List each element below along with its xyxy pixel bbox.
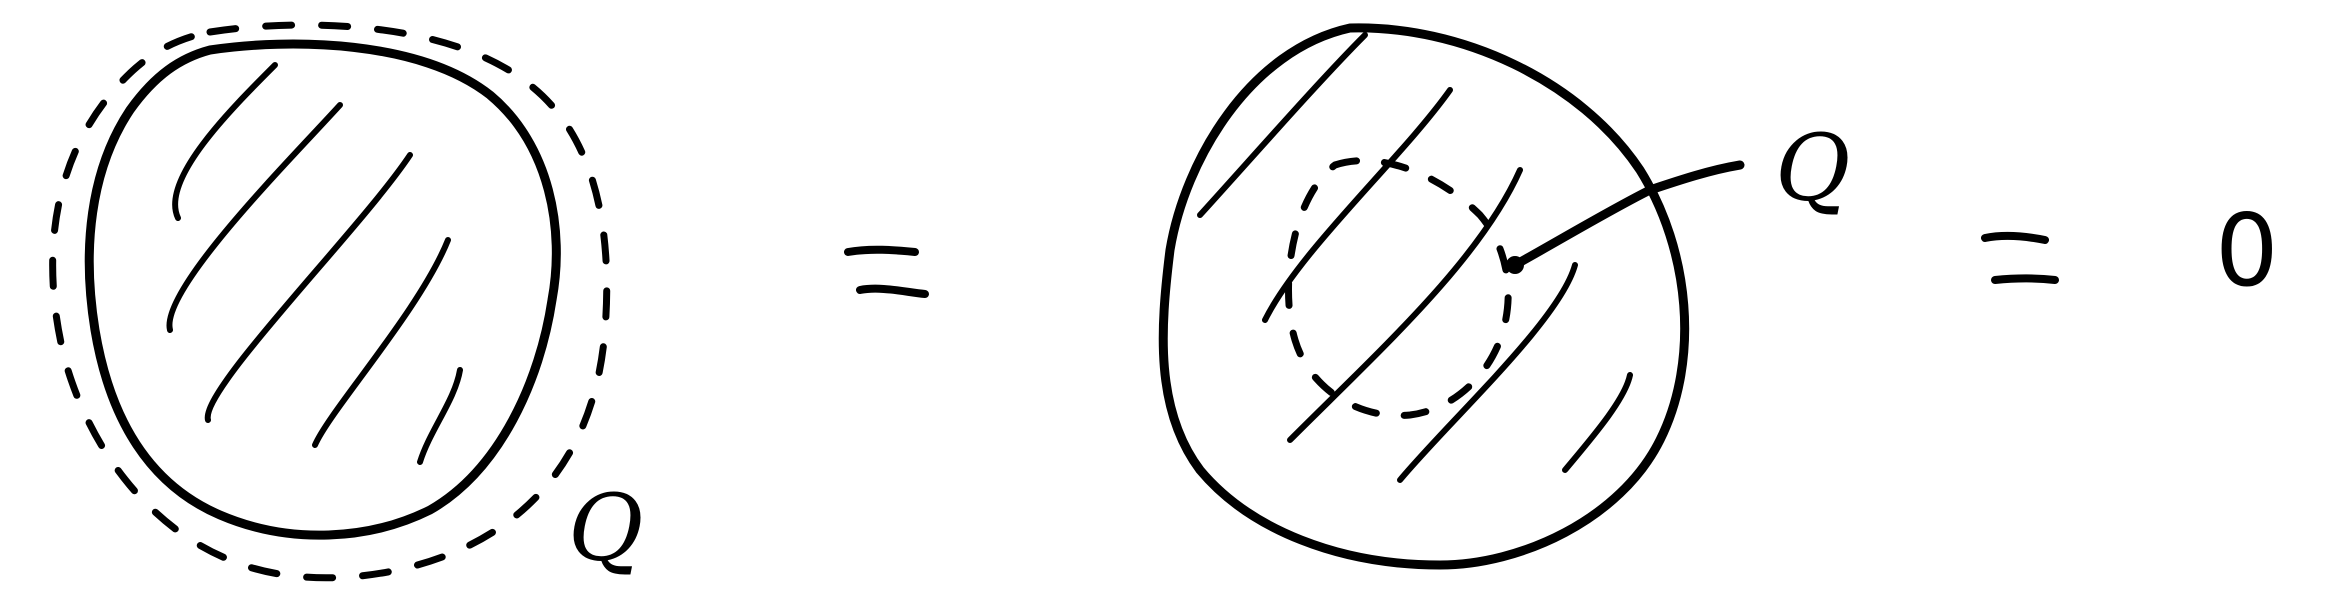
left-hatch-line — [172, 62, 278, 221]
equals-bar-bottom — [1991, 274, 2059, 284]
equals-bar-bottom — [856, 284, 929, 298]
left-hatch-line — [166, 102, 343, 333]
charge-point — [1506, 256, 1524, 274]
left-hatch-line — [312, 237, 451, 448]
equals-bar-top — [844, 245, 919, 256]
left-disk-hatching — [166, 62, 463, 465]
left-term: Q — [49, 21, 643, 582]
left-disk-outline — [84, 39, 561, 540]
charge-wire — [1510, 160, 1745, 270]
equals-sign-2 — [1981, 231, 2059, 284]
equals-bar-top — [1981, 231, 2049, 244]
middle-hatch-line — [1287, 167, 1523, 443]
middle-inner-dashed-loop — [1285, 157, 1512, 420]
middle-hatch-line — [1197, 32, 1368, 218]
middle-disk-hatching — [1197, 32, 1633, 483]
middle-term: Q — [1158, 23, 1850, 570]
result-value: 0 — [2215, 192, 2279, 309]
middle-hatch-line — [1562, 372, 1633, 473]
equals-sign-1 — [844, 245, 929, 298]
left-charge-label: Q — [568, 475, 643, 582]
middle-hatch-line — [1397, 262, 1578, 483]
left-hatch-line — [204, 152, 413, 423]
middle-charge-label: Q — [1775, 115, 1850, 222]
middle-hatch-line — [1262, 87, 1453, 323]
middle-disk-outline — [1158, 23, 1690, 570]
left-dashed-loop — [49, 21, 611, 582]
left-hatch-line — [417, 367, 463, 465]
